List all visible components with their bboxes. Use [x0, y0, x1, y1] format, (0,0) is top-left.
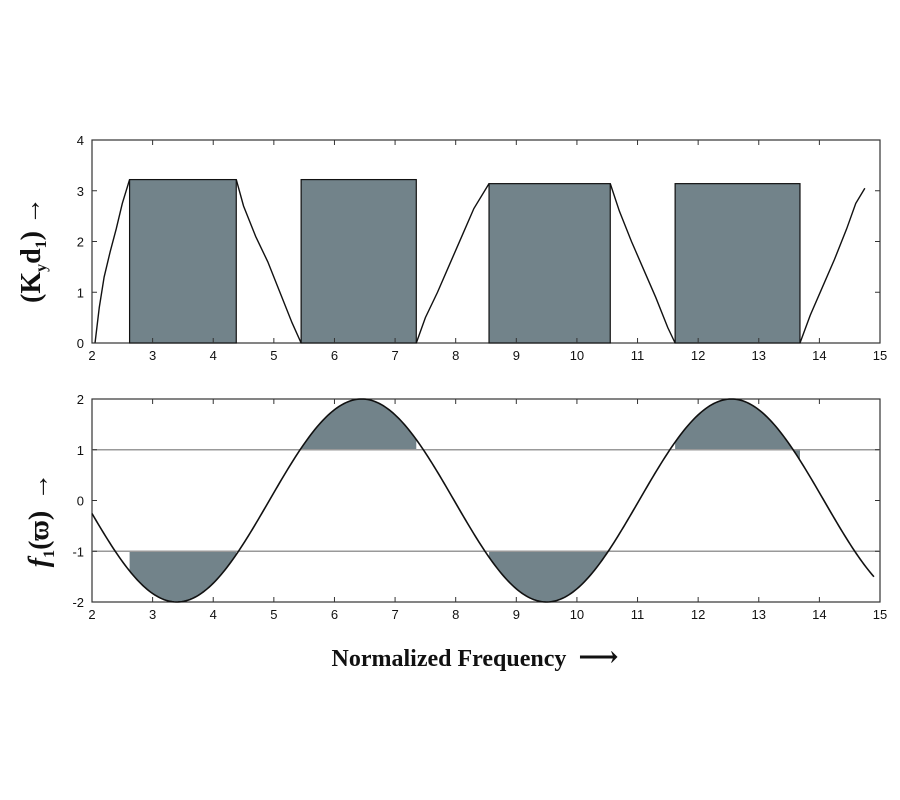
- top-x-tick-label: 12: [691, 348, 705, 363]
- allowed-band-1: [128, 178, 237, 344]
- bottom-x-tick-label: 14: [812, 607, 826, 622]
- bottom-y-tick-label: 0: [77, 494, 84, 509]
- bottom-y-tick-label: -1: [72, 544, 84, 559]
- bottom-x-tick-label: 3: [149, 607, 156, 622]
- bottom-x-ticks: 2 3 4 5 6 7 8 9 10 11 12 13 14 15: [88, 399, 887, 622]
- allowed-band-2: [300, 178, 417, 344]
- top-x-tick-label: 2: [88, 348, 95, 363]
- allowed-band-3: [488, 183, 611, 344]
- top-x-tick-label: 11: [631, 348, 645, 363]
- top-x-tick-label: 5: [270, 348, 277, 363]
- bottom-x-tick-label: 10: [570, 607, 584, 622]
- top-x-tick-label: 9: [513, 348, 520, 363]
- bottom-x-tick-label: 2: [88, 607, 95, 622]
- bottom-x-tick-label: 8: [452, 607, 459, 622]
- bottom-x-tick-label: 6: [331, 607, 338, 622]
- bottom-x-tick-label: 5: [270, 607, 277, 622]
- top-x-tick-label: 13: [752, 348, 766, 363]
- top-x-tick-label: 3: [149, 348, 156, 363]
- top-y-tick-label: 1: [77, 285, 84, 300]
- bottom-x-tick-label: 11: [631, 607, 645, 622]
- shaded-region-1: [129, 551, 237, 602]
- top-bands: [128, 178, 801, 344]
- bottom-x-tick-label: 9: [513, 607, 520, 622]
- bottom-threshold-lines: [92, 449, 880, 552]
- bottom-y-tick-label: 2: [77, 392, 84, 407]
- top-x-tick-label: 8: [452, 348, 459, 363]
- propagation-curve-4: [609, 183, 676, 344]
- shaded-region-4: [675, 399, 800, 461]
- propagation-curve-2: [235, 179, 302, 344]
- top-x-ticks: 2 3 4 5 6 7 8 9 10 11 12 13 14 15: [88, 140, 887, 363]
- top-x-tick-label: 10: [570, 348, 584, 363]
- top-x-tick-label: 7: [391, 348, 398, 363]
- top-y-ticks: 0 1 2 3 4: [77, 133, 880, 351]
- top-y-axis-label: (Kyd1)→: [16, 197, 50, 303]
- bottom-x-tick-label: 4: [210, 607, 217, 622]
- bottom-y-tick-label: -2: [72, 595, 84, 610]
- top-x-tick-label: 4: [210, 348, 217, 363]
- propagation-curve-3: [415, 183, 490, 344]
- bottom-x-tick-label: 7: [391, 607, 398, 622]
- bottom-y-ticks: -2 -1 0 1 2: [72, 392, 880, 610]
- allowed-band-4: [674, 183, 801, 344]
- bottom-x-tick-label: 15: [873, 607, 887, 622]
- shaded-region-2: [301, 399, 417, 450]
- bottom-x-tick-label: 12: [691, 607, 705, 622]
- top-y-tick-label: 3: [77, 184, 84, 199]
- top-y-tick-label: 2: [77, 235, 84, 250]
- bottom-y-axis-label: f1(ϖ)→: [24, 473, 58, 567]
- x-axis-label: Normalized Frequency ⟶: [332, 642, 619, 673]
- bottom-x-tick-label: 13: [752, 607, 766, 622]
- top-curves: [94, 179, 866, 344]
- shaded-region-3: [489, 548, 611, 602]
- dispersion-curve: [91, 398, 875, 603]
- propagation-curve-1: [94, 179, 131, 344]
- top-x-tick-label: 14: [812, 348, 826, 363]
- bottom-curve: [91, 398, 875, 603]
- top-y-tick-label: 0: [77, 336, 84, 351]
- bottom-shaded-regions: [129, 399, 800, 602]
- propagation-curve-5: [799, 187, 866, 344]
- top-x-tick-label: 15: [873, 348, 887, 363]
- top-y-tick-label: 4: [77, 133, 84, 148]
- top-x-tick-label: 6: [331, 348, 338, 363]
- bottom-y-tick-label: 1: [77, 443, 84, 458]
